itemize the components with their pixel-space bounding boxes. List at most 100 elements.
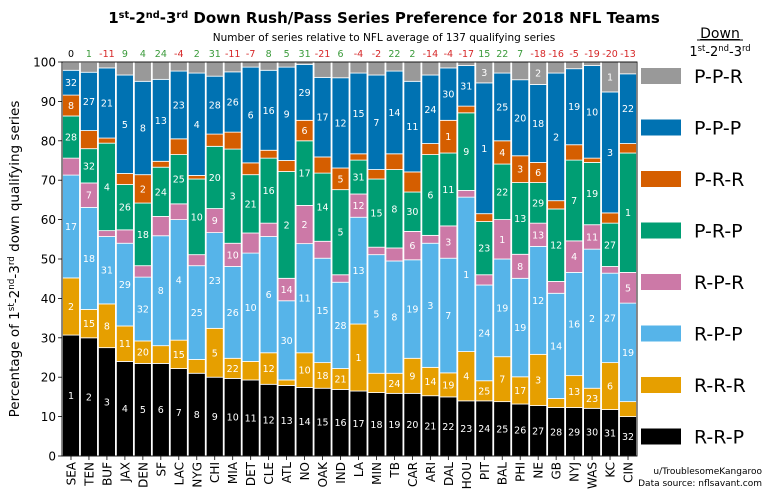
rank-label: 8 <box>104 321 110 332</box>
rank-label: 6 <box>427 190 433 201</box>
rank-label: 16 <box>568 320 580 331</box>
bar-NYJ: 29 13 16 4 7 19 <box>565 61 583 457</box>
rank-label: 1 <box>607 72 613 83</box>
relative-count-ATL: 5 <box>284 49 290 60</box>
segment-p-p-r-IND <box>331 61 350 79</box>
rank-label: 8 <box>158 286 164 297</box>
segment-r-p-r-OAK <box>313 240 332 259</box>
rank-label: 7 <box>86 191 92 202</box>
rank-label: 1 <box>68 391 74 402</box>
rank-label: 19 <box>568 102 580 113</box>
rank-label: 3 <box>427 301 433 312</box>
rank-label: 19 <box>442 380 454 391</box>
relative-count-DET: -7 <box>246 49 255 60</box>
x-tick-label-MIA: MIA <box>226 461 240 484</box>
rank-label: 9 <box>409 371 415 382</box>
segment-p-r-r-TB <box>385 153 404 170</box>
rank-label: 4 <box>194 120 200 131</box>
segment-p-p-r-BUF <box>98 61 116 69</box>
legend-swatch-r-p-r <box>641 274 681 290</box>
rank-label: 15 <box>317 306 329 317</box>
rank-label: 11 <box>406 122 418 133</box>
rank-label: 6 <box>266 290 272 301</box>
rank-label: 10 <box>191 212 203 223</box>
rank-label: 32 <box>65 78 77 89</box>
rank-label: 2 <box>68 302 74 313</box>
legend-label-r-r-p: R-R-P <box>694 427 744 449</box>
legend-title: Down <box>700 26 740 42</box>
segment-r-p-r-GB <box>547 281 566 294</box>
rank-label: 30 <box>586 428 598 439</box>
segment-p-p-r-GB <box>547 61 566 74</box>
segment-r-r-r-MIN <box>367 372 386 393</box>
relative-count-NO: 31 <box>299 49 311 60</box>
y-tick-label: 50 <box>41 253 56 267</box>
rank-label: 10 <box>227 250 239 261</box>
bar-JAX: 4 11 29 26 5 <box>116 61 134 457</box>
legend-swatch-r-r-p <box>641 428 681 445</box>
relative-count-BUF: -11 <box>99 49 115 60</box>
rank-label: 16 <box>334 418 346 429</box>
relative-count-TB: 22 <box>388 49 400 60</box>
rank-label: 14 <box>550 341 562 352</box>
segment-p-p-r-ATL <box>277 61 296 68</box>
rank-label: 15 <box>317 418 329 429</box>
legend-swatch-p-r-p <box>641 222 681 239</box>
relative-count-CHI: 31 <box>209 49 221 60</box>
rank-label: 19 <box>388 420 400 431</box>
rank-label: 13 <box>155 116 167 127</box>
rank-label: 21 <box>245 199 257 210</box>
segment-r-p-r-CLE <box>259 222 278 237</box>
bar-DET: 11 10 21 6 <box>241 61 260 457</box>
relative-count-CLE: 8 <box>266 49 272 60</box>
segment-p-p-r-PHI <box>511 61 530 81</box>
rank-label: 15 <box>173 350 185 361</box>
y-tick-label: 30 <box>41 331 56 345</box>
x-tick-label-BUF: BUF <box>100 462 114 486</box>
rank-label: 21 <box>101 98 113 109</box>
rank-label: 25 <box>496 424 508 435</box>
bar-SF: 6 8 24 13 <box>151 61 170 457</box>
rank-label: 8 <box>140 123 146 134</box>
rank-label: 28 <box>209 101 221 112</box>
segment-p-r-r-LAC <box>169 138 188 155</box>
rank-label: 13 <box>532 230 544 241</box>
segment-p-p-r-CHI <box>205 61 224 77</box>
segment-r-p-r-PIT <box>475 274 494 286</box>
rank-label: 31 <box>101 266 113 277</box>
legend-label-p-r-p: P-R-P <box>694 221 743 243</box>
rank-label: 20 <box>514 113 526 124</box>
relative-count-JAX: 9 <box>122 49 128 60</box>
relative-count-SF: 24 <box>155 49 167 60</box>
segment-p-p-r-LA <box>349 61 368 74</box>
rank-label: 11 <box>586 232 598 243</box>
rank-label: 7 <box>499 375 505 386</box>
y-tick-label: 20 <box>41 371 56 385</box>
segment-p-r-r-NYJ <box>565 144 583 161</box>
bar-LA: 17 1 13 12 31 15 <box>349 61 368 457</box>
x-tick-label-OAK: OAK <box>316 461 330 487</box>
rank-label: 22 <box>622 104 634 115</box>
bar-IND: 16 21 28 5 5 12 <box>331 61 350 457</box>
rank-label: 7 <box>176 408 182 419</box>
segment-p-r-r-MIN <box>367 169 386 180</box>
relative-count-WAS: -19 <box>584 49 600 60</box>
relative-count-BAL: 22 <box>496 49 508 60</box>
relative-count-GB: -16 <box>548 49 564 60</box>
rank-label: 19 <box>622 348 634 359</box>
bar-LAC: 7 15 4 25 23 <box>169 61 188 457</box>
rank-label: 10 <box>227 413 239 424</box>
x-tick-label-PHI: PHI <box>514 462 528 482</box>
rank-label: 21 <box>334 374 346 385</box>
segment-r-r-r-NYG <box>187 359 206 374</box>
rank-label: 25 <box>191 308 203 319</box>
rank-label: 32 <box>83 161 95 172</box>
bar-BUF: 3 8 31 4 21 <box>98 61 116 457</box>
rank-label: 31 <box>604 428 616 439</box>
rank-label: 13 <box>281 416 293 427</box>
rank-label: 14 <box>317 203 329 214</box>
rank-label: 6 <box>607 382 613 393</box>
rank-label: 28 <box>65 133 77 144</box>
